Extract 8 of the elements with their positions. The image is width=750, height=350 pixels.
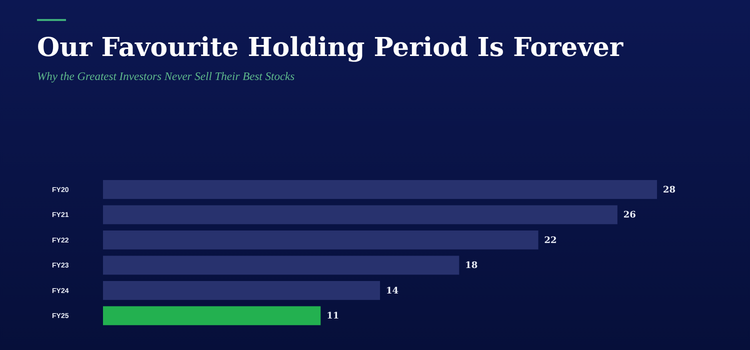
data-label: 26 bbox=[623, 210, 636, 221]
data-label: 22 bbox=[544, 236, 557, 246]
data-label: 18 bbox=[465, 261, 478, 272]
data-label: 14 bbox=[386, 286, 399, 296]
data-label: 28 bbox=[663, 185, 676, 196]
chart-title: Our Favourite Holding Period Is Forever bbox=[37, 33, 624, 63]
chart-subtitle: Why the Greatest Investors Never Sell Their Best Stocks bbox=[37, 71, 296, 83]
data-label: 11 bbox=[326, 312, 340, 322]
